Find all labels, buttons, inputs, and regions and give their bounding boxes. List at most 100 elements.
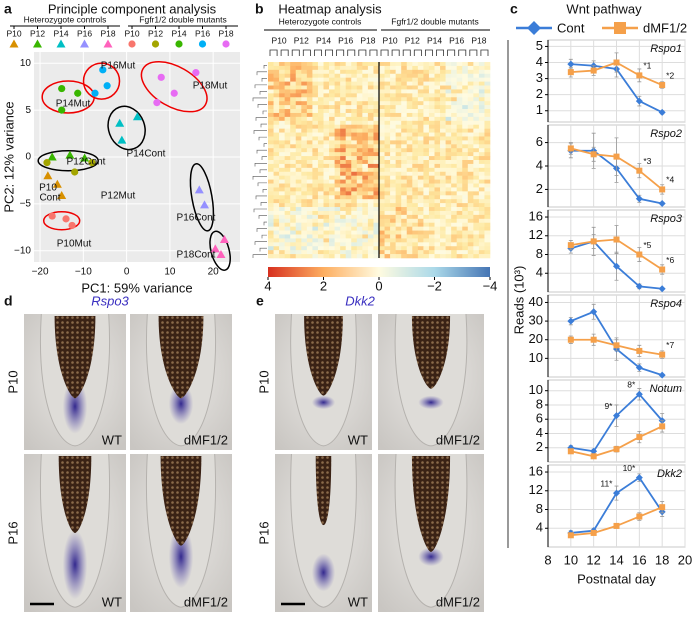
heat-cell — [312, 160, 319, 165]
heat-cell — [351, 112, 358, 118]
heat-cell — [279, 124, 285, 129]
heat-cell — [295, 152, 302, 157]
heat-cell — [295, 148, 302, 153]
heat-cell — [317, 105, 324, 110]
y-axis-label: PC2: 12% variance — [1, 101, 16, 212]
heat-cell — [412, 105, 419, 110]
panel-title: Principle component analysis — [48, 1, 217, 16]
heat-cell — [384, 214, 391, 220]
point-label: P12Cont — [67, 157, 106, 168]
heat-cell — [345, 218, 352, 224]
heat-cell — [395, 191, 402, 196]
heat-cell — [334, 246, 341, 251]
heat-cell — [351, 81, 358, 86]
heat-cell — [467, 128, 474, 133]
heat-cell — [306, 144, 313, 149]
heat-cell — [395, 105, 402, 110]
heat-cell — [345, 195, 352, 200]
heat-cell — [323, 97, 330, 102]
heat-cell — [279, 152, 285, 157]
heat-cell — [301, 144, 308, 149]
heat-cell — [317, 124, 324, 129]
point-label: P18Cont — [177, 250, 216, 261]
heat-cell — [334, 203, 341, 208]
heat-cell — [367, 191, 374, 196]
marker-diamond — [590, 447, 598, 455]
heat-cell — [478, 132, 485, 137]
heat-cell — [467, 132, 474, 137]
heat-cell — [423, 140, 430, 145]
heat-cell — [417, 124, 424, 129]
heat-cell — [484, 226, 491, 231]
heat-cell — [367, 81, 374, 86]
heat-cell — [445, 214, 452, 220]
heat-cell — [312, 148, 319, 153]
heat-cell — [440, 136, 446, 141]
heat-cell — [284, 171, 291, 176]
y-tick-label: 20 — [529, 331, 543, 346]
heat-cell — [323, 128, 330, 133]
heat-cell — [401, 210, 408, 216]
heat-cell — [367, 199, 374, 204]
heat-cell — [362, 246, 369, 251]
heat-cell — [345, 62, 352, 67]
heat-cell — [484, 250, 491, 255]
heat-cell — [417, 195, 424, 200]
heat-cell — [390, 77, 396, 82]
heat-cell — [362, 112, 369, 118]
heat-cell — [428, 242, 435, 247]
legend-label: Cont — [557, 20, 585, 35]
heat-cell — [362, 234, 369, 239]
heat-cell — [351, 156, 358, 161]
marker-diamond — [635, 195, 643, 203]
heat-cell — [456, 187, 463, 192]
heat-cell — [462, 132, 469, 137]
heat-cell — [406, 65, 413, 71]
heat-cell — [290, 136, 297, 141]
point-label: P18Mut — [193, 81, 228, 92]
heat-cell — [390, 132, 396, 137]
heat-cell — [284, 179, 291, 184]
heat-cell — [434, 226, 441, 231]
legend-marker — [614, 22, 626, 34]
heat-cell — [445, 132, 452, 137]
heat-cell — [434, 179, 441, 184]
heat-cell — [340, 183, 346, 188]
heat-cell — [445, 203, 452, 208]
heat-cell — [445, 210, 452, 216]
heat-cell — [268, 152, 274, 157]
heat-cell — [484, 171, 491, 176]
heat-cell — [345, 152, 352, 157]
heat-cell — [473, 116, 480, 122]
heat-cell — [290, 152, 297, 157]
heat-cell — [417, 226, 424, 231]
heat-cell — [423, 214, 430, 220]
heat-cell — [456, 226, 463, 231]
heat-cell — [290, 73, 297, 78]
heat-cell — [423, 97, 430, 102]
heat-cell — [367, 238, 374, 243]
heat-cell — [462, 93, 469, 98]
heat-cell — [390, 171, 396, 176]
heat-cell — [312, 207, 319, 212]
heat-cell — [279, 234, 285, 239]
heat-cell — [268, 69, 274, 75]
heat-cell — [390, 73, 396, 78]
heat-cell — [279, 112, 285, 118]
heat-cell — [434, 140, 441, 145]
heat-cell — [284, 246, 291, 251]
heat-cell — [434, 128, 441, 133]
expression — [62, 379, 88, 434]
heat-cell — [312, 69, 319, 75]
heat-cell — [401, 144, 408, 149]
heat-cell — [345, 175, 352, 180]
dendrogram — [259, 91, 267, 95]
heat-cell — [440, 89, 446, 94]
heat-cell — [423, 124, 430, 129]
heat-cell — [306, 105, 313, 110]
heat-cell — [478, 242, 485, 247]
heat-cell — [323, 191, 330, 196]
y-tick-label: 12 — [529, 227, 543, 242]
heat-cell — [417, 89, 424, 94]
heat-cell — [428, 132, 435, 137]
